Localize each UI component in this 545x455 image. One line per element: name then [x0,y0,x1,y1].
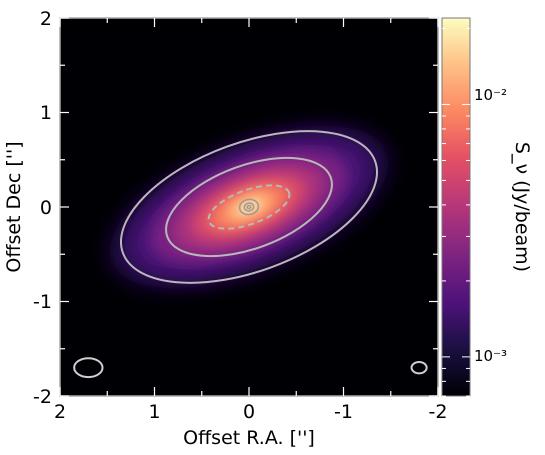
colorbar-tick-label: 10⁻² [474,86,507,104]
beam-ellipse [410,360,428,375]
y-tick-label: 1 [40,102,52,124]
x-tick-labels: 2 1 0 -1 -2 [54,401,448,423]
colorbar-gradient [441,17,471,397]
axis-ticks [59,17,439,397]
colorbar: 10⁻³ 10⁻² S_ν (Jy/beam) [441,17,533,397]
peak-contour [243,202,255,212]
y-tick-label: 2 [40,8,52,30]
x-tick-label: 0 [243,401,255,423]
x-tick-label: -2 [429,401,448,423]
beam-ellipse [73,357,104,379]
colorbar-tick-label: 10⁻³ [474,347,507,365]
contour-lines [120,130,378,284]
emission-map [109,126,389,288]
colorbar-title: S_ν (Jy/beam) [511,142,533,272]
y-axis-title: Offset Dec [''] [3,141,25,272]
x-tick-label: 2 [54,401,66,423]
emission-layer [242,203,256,211]
contour-ellipse [165,156,333,258]
contour-ellipse [120,130,378,284]
peak-contour [246,204,252,210]
x-tick-label: 1 [148,401,160,423]
y-tick-label: 0 [40,197,52,219]
y-tick-label: -2 [33,386,52,408]
y-tick-label: -1 [33,291,52,313]
colorbar-ticks [442,27,470,397]
y-tick-labels: 2 1 0 -1 -2 [33,8,52,408]
contour-ellipse [207,184,291,230]
x-tick-label: -1 [334,401,353,423]
x-axis-title: Offset R.A. [''] [183,427,315,449]
peak-contour [238,198,260,216]
plot-area [59,17,439,397]
beam-ellipses [73,357,428,379]
